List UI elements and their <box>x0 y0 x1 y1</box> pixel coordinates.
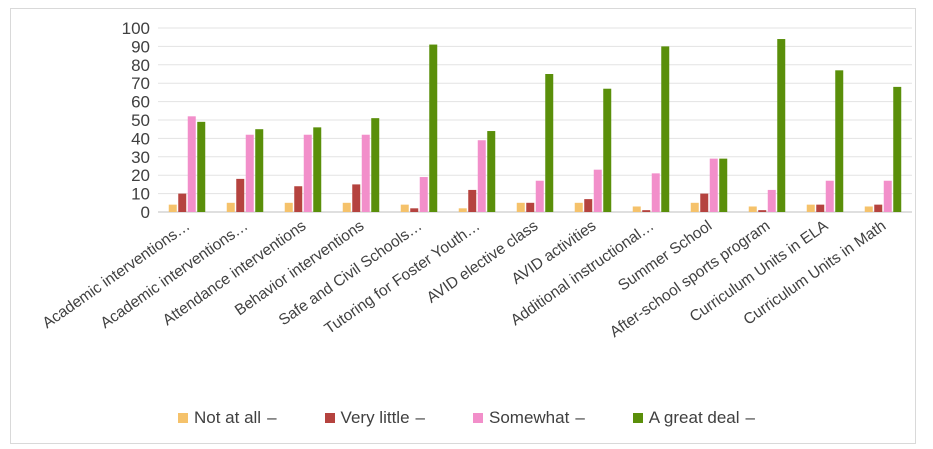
bar <box>593 169 602 212</box>
legend-label: Somewhat <box>489 408 570 427</box>
bar <box>661 46 670 213</box>
legend-label: Not at all <box>193 408 262 427</box>
legend-swatch <box>177 413 188 423</box>
bar <box>709 158 718 212</box>
bar <box>410 208 419 212</box>
bar <box>371 118 380 212</box>
bar <box>526 202 535 212</box>
bar <box>758 210 767 212</box>
y-tick-label: 30 <box>131 148 150 167</box>
bar <box>574 202 583 212</box>
bar <box>429 44 438 213</box>
bar <box>168 204 177 212</box>
y-tick-label: 80 <box>131 56 150 75</box>
bar <box>458 208 467 212</box>
bar <box>700 193 709 212</box>
gridlines <box>158 27 912 213</box>
bar <box>806 204 815 212</box>
legend-item: Very little – <box>324 408 425 428</box>
bar <box>767 189 776 212</box>
x-axis-categories: Academic interventions…Academic interven… <box>40 217 890 341</box>
y-tick-label: 10 <box>131 185 150 204</box>
bar <box>197 121 206 212</box>
bar <box>874 204 883 212</box>
bar <box>864 206 873 212</box>
legend-swatch <box>473 413 483 423</box>
bar <box>313 127 322 212</box>
legend-suffix: – <box>575 408 585 427</box>
bar <box>719 158 728 212</box>
bar <box>255 129 264 212</box>
bar <box>603 88 612 212</box>
bar <box>835 70 844 212</box>
bar <box>187 116 196 212</box>
legend-suffix: – <box>267 408 277 427</box>
legend-swatch <box>632 413 643 423</box>
bar <box>419 177 428 212</box>
bar <box>236 178 245 212</box>
bar <box>893 86 902 212</box>
bar <box>245 134 254 212</box>
bar <box>516 202 525 212</box>
bar <box>468 189 477 212</box>
legend-swatch <box>324 413 335 423</box>
bar <box>178 193 187 212</box>
bar <box>816 204 825 212</box>
y-tick-label: 60 <box>131 93 150 112</box>
legend: Not at all – Very little – Somewhat – A great … <box>0 408 933 428</box>
legend-item: Somewhat – <box>473 408 585 428</box>
bar <box>584 199 593 212</box>
bar <box>642 210 651 212</box>
legend-suffix: – <box>415 408 425 427</box>
bar <box>284 202 293 212</box>
bar <box>690 202 699 212</box>
legend-item: A great deal – <box>632 408 756 428</box>
chart-frame <box>10 8 916 444</box>
y-tick-label: 70 <box>131 74 150 93</box>
legend-item: Not at all – <box>177 408 277 428</box>
bar <box>294 186 303 212</box>
bar <box>361 134 370 212</box>
y-tick-label: 100 <box>122 19 150 38</box>
y-tick-label: 50 <box>131 111 150 130</box>
bar <box>477 140 486 212</box>
bar <box>651 173 660 212</box>
bar <box>535 180 544 212</box>
y-tick-label: 90 <box>131 37 150 56</box>
bars <box>168 39 902 213</box>
y-tick-label: 20 <box>131 166 150 185</box>
bar <box>352 184 361 212</box>
bar <box>303 134 312 212</box>
y-tick-label: 0 <box>141 203 150 222</box>
bar <box>883 180 892 212</box>
bar <box>748 206 757 212</box>
bar <box>487 131 496 212</box>
y-tick-label: 40 <box>131 129 150 148</box>
bar <box>825 180 834 212</box>
bar <box>632 206 641 212</box>
legend-label: A great deal <box>648 408 740 427</box>
bar <box>545 74 554 212</box>
bar <box>400 204 409 212</box>
bar <box>777 39 786 212</box>
legend-suffix: – <box>745 408 756 427</box>
bar <box>226 202 235 212</box>
bar <box>342 202 351 212</box>
legend-label: Very little <box>340 408 410 427</box>
